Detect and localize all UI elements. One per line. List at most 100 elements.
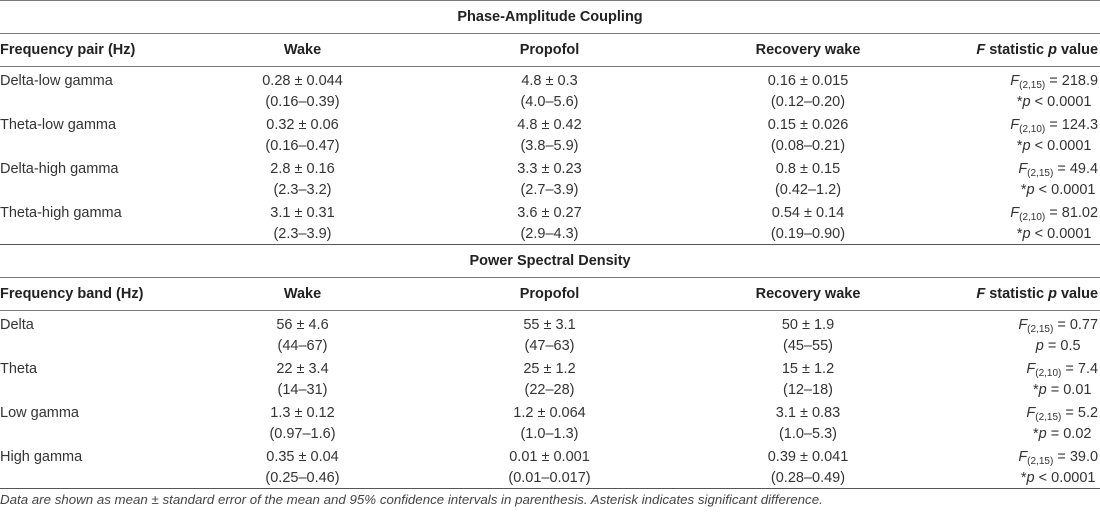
- recovery-value-ci: (0.12–0.20): [770, 93, 846, 110]
- significance-asterisk: *: [1032, 381, 1039, 398]
- propofol-value-mean: 0.01 ± 0.001: [509, 449, 590, 465]
- propofol-value-ci: (0.01–0.017): [508, 469, 591, 486]
- fstat-value-word: value: [1060, 42, 1099, 58]
- recovery-value-mean: 0.15 ± 0.026: [767, 117, 849, 133]
- f-symbol: F: [1010, 73, 1020, 89]
- fstat-value-word: value: [1060, 286, 1099, 302]
- wake-value-mean: 22 ± 3.4: [276, 361, 329, 377]
- recovery-value-mean: 50 ± 1.9: [781, 317, 835, 333]
- wake-value-mean: 0.32 ± 0.06: [266, 117, 339, 133]
- fstat-statistic-word: statistic: [989, 286, 1045, 302]
- wake-value-mean: 56 ± 4.6: [276, 317, 329, 333]
- p-value: < 0.0001: [1034, 181, 1096, 198]
- recovery-value-ci: (12–18): [783, 381, 833, 398]
- table-row: Delta 56 ± 4.6 (44–67) 55 ± 3.1 (47–63) 50 ± …: [0, 310, 1100, 356]
- f-symbol: F: [1026, 361, 1036, 377]
- fstat-f-symbol: F: [976, 42, 986, 58]
- p-symbol: p: [1038, 381, 1047, 398]
- propofol-value-mean: 4.8 ± 0.42: [517, 117, 582, 133]
- column-header-wake: Wake: [283, 42, 322, 58]
- table-row: Low gamma 1.3 ± 0.12 (0.97–1.6) 1.2 ± 0.064…: [0, 400, 1100, 444]
- table-row: Delta-low gamma 0.28 ± 0.044 (0.16–0.39) 4.…: [0, 66, 1100, 112]
- row-label: Theta-low gamma: [0, 117, 117, 133]
- propofol-value-mean: 4.8 ± 0.3: [521, 73, 578, 89]
- table-row: Theta-high gamma 3.1 ± 0.31 (2.3–3.9) 3.6 ±…: [0, 200, 1100, 245]
- f-symbol: F: [1026, 405, 1036, 421]
- fstat-p-symbol: p: [1048, 42, 1057, 58]
- row-label: Theta-high gamma: [0, 205, 122, 221]
- wake-value-mean: 0.35 ± 0.04: [266, 449, 339, 465]
- recovery-value-mean: 0.54 ± 0.14: [771, 205, 845, 221]
- table-row: Theta-low gamma 0.32 ± 0.06 (0.16–0.47) 4.8…: [0, 112, 1100, 156]
- fstat-p-symbol: p: [1048, 286, 1057, 302]
- propofol-value-mean: 1.2 ± 0.064: [513, 405, 586, 421]
- wake-value-ci: (44–67): [277, 337, 328, 354]
- f-value: = 218.9: [1045, 73, 1099, 89]
- propofol-value-mean: 3.6 ± 0.27: [517, 205, 582, 221]
- row-label: Delta-low gamma: [0, 73, 113, 89]
- wake-value-mean: 1.3 ± 0.12: [270, 405, 335, 421]
- column-header-wake: Wake: [283, 286, 322, 302]
- recovery-value-mean: 15 ± 1.2: [781, 361, 835, 377]
- f-degrees-of-freedom: (2,15): [1027, 456, 1054, 467]
- recovery-value-ci: (45–55): [783, 337, 833, 354]
- table-row: Theta 22 ± 3.4 (14–31) 25 ± 1.2 (22–28) 15 ± …: [0, 356, 1100, 400]
- column-header-recovery: Recovery wake: [755, 42, 861, 58]
- p-symbol: p: [1035, 337, 1044, 354]
- p-value: = 0.5: [1043, 337, 1081, 354]
- pac-header-row: Frequency pair (Hz) Wake Propofol Recovery …: [0, 33, 1100, 67]
- propofol-value-mean: 25 ± 1.2: [523, 361, 576, 377]
- wake-value-mean: 2.8 ± 0.16: [270, 161, 335, 177]
- row-label: High gamma: [0, 449, 83, 465]
- p-value: < 0.0001: [1030, 93, 1092, 110]
- wake-value-ci: (2.3–3.9): [273, 225, 332, 242]
- propofol-value-ci: (22–28): [524, 381, 575, 398]
- propofol-value-ci: (4.0–5.6): [520, 93, 579, 110]
- row-label: Theta: [0, 361, 38, 377]
- fstat-cell: F(2,15) = 39.0 *p < 0.0001: [887, 444, 1100, 488]
- f-value: = 7.4: [1061, 361, 1099, 377]
- table-footnote: Data are shown as mean ± standard error …: [0, 488, 1100, 509]
- recovery-value-mean: 3.1 ± 0.83: [775, 405, 841, 421]
- row-label: Delta-high gamma: [0, 161, 119, 177]
- p-value: < 0.0001: [1034, 469, 1096, 486]
- fstat-cell: F(2,15) = 49.4 *p < 0.0001: [887, 156, 1100, 200]
- f-degrees-of-freedom: (2,10): [1035, 368, 1062, 379]
- propofol-value-mean: 55 ± 3.1: [523, 317, 576, 333]
- wake-value-ci: (0.16–0.39): [265, 93, 340, 110]
- propofol-value-ci: (2.7–3.9): [520, 181, 579, 198]
- column-header-propofol: Propofol: [519, 42, 580, 58]
- column-header-fstat: F statistic p value: [887, 277, 1100, 311]
- column-header-recovery: Recovery wake: [755, 286, 861, 302]
- column-header-propofol: Propofol: [519, 286, 580, 302]
- fstat-cell: F(2,15) = 218.9 *p < 0.0001: [887, 66, 1100, 112]
- f-degrees-of-freedom: (2,15): [1027, 168, 1054, 179]
- f-degrees-of-freedom: (2,10): [1019, 212, 1046, 223]
- p-symbol: p: [1022, 225, 1031, 242]
- pac-psd-table: Phase-Amplitude Coupling Frequency pair (…: [0, 0, 1100, 488]
- f-value: = 5.2: [1061, 405, 1099, 421]
- p-value: < 0.0001: [1030, 137, 1092, 154]
- recovery-value-ci: (0.42–1.2): [774, 181, 842, 198]
- recovery-value-mean: 0.8 ± 0.15: [775, 161, 841, 177]
- f-degrees-of-freedom: (2,10): [1019, 124, 1046, 135]
- fstat-cell: F(2,10) = 7.4 *p = 0.01: [887, 356, 1100, 400]
- f-symbol: F: [1010, 117, 1020, 133]
- recovery-value-mean: 0.39 ± 0.041: [767, 449, 849, 465]
- f-degrees-of-freedom: (2,15): [1019, 80, 1046, 91]
- column-header-label: Frequency band (Hz): [0, 286, 144, 302]
- pac-section-title: Phase-Amplitude Coupling: [457, 9, 643, 25]
- significance-asterisk: *: [1016, 225, 1023, 242]
- f-degrees-of-freedom: (2,15): [1027, 324, 1054, 335]
- significance-asterisk: *: [1020, 181, 1027, 198]
- fstat-cell: F(2,10) = 124.3 *p < 0.0001: [887, 112, 1100, 156]
- f-symbol: F: [1018, 449, 1028, 465]
- p-value: = 0.02: [1046, 425, 1092, 442]
- psd-section-title-row: Power Spectral Density: [0, 244, 1100, 278]
- recovery-value-ci: (0.28–0.49): [770, 469, 846, 486]
- psd-section-title: Power Spectral Density: [469, 253, 631, 269]
- fstat-cell: F(2,15) = 0.77 p = 0.5: [887, 310, 1100, 356]
- propofol-value-ci: (2.9–4.3): [520, 225, 579, 242]
- wake-value-ci: (0.25–0.46): [265, 469, 340, 486]
- wake-value-mean: 0.28 ± 0.044: [262, 73, 343, 89]
